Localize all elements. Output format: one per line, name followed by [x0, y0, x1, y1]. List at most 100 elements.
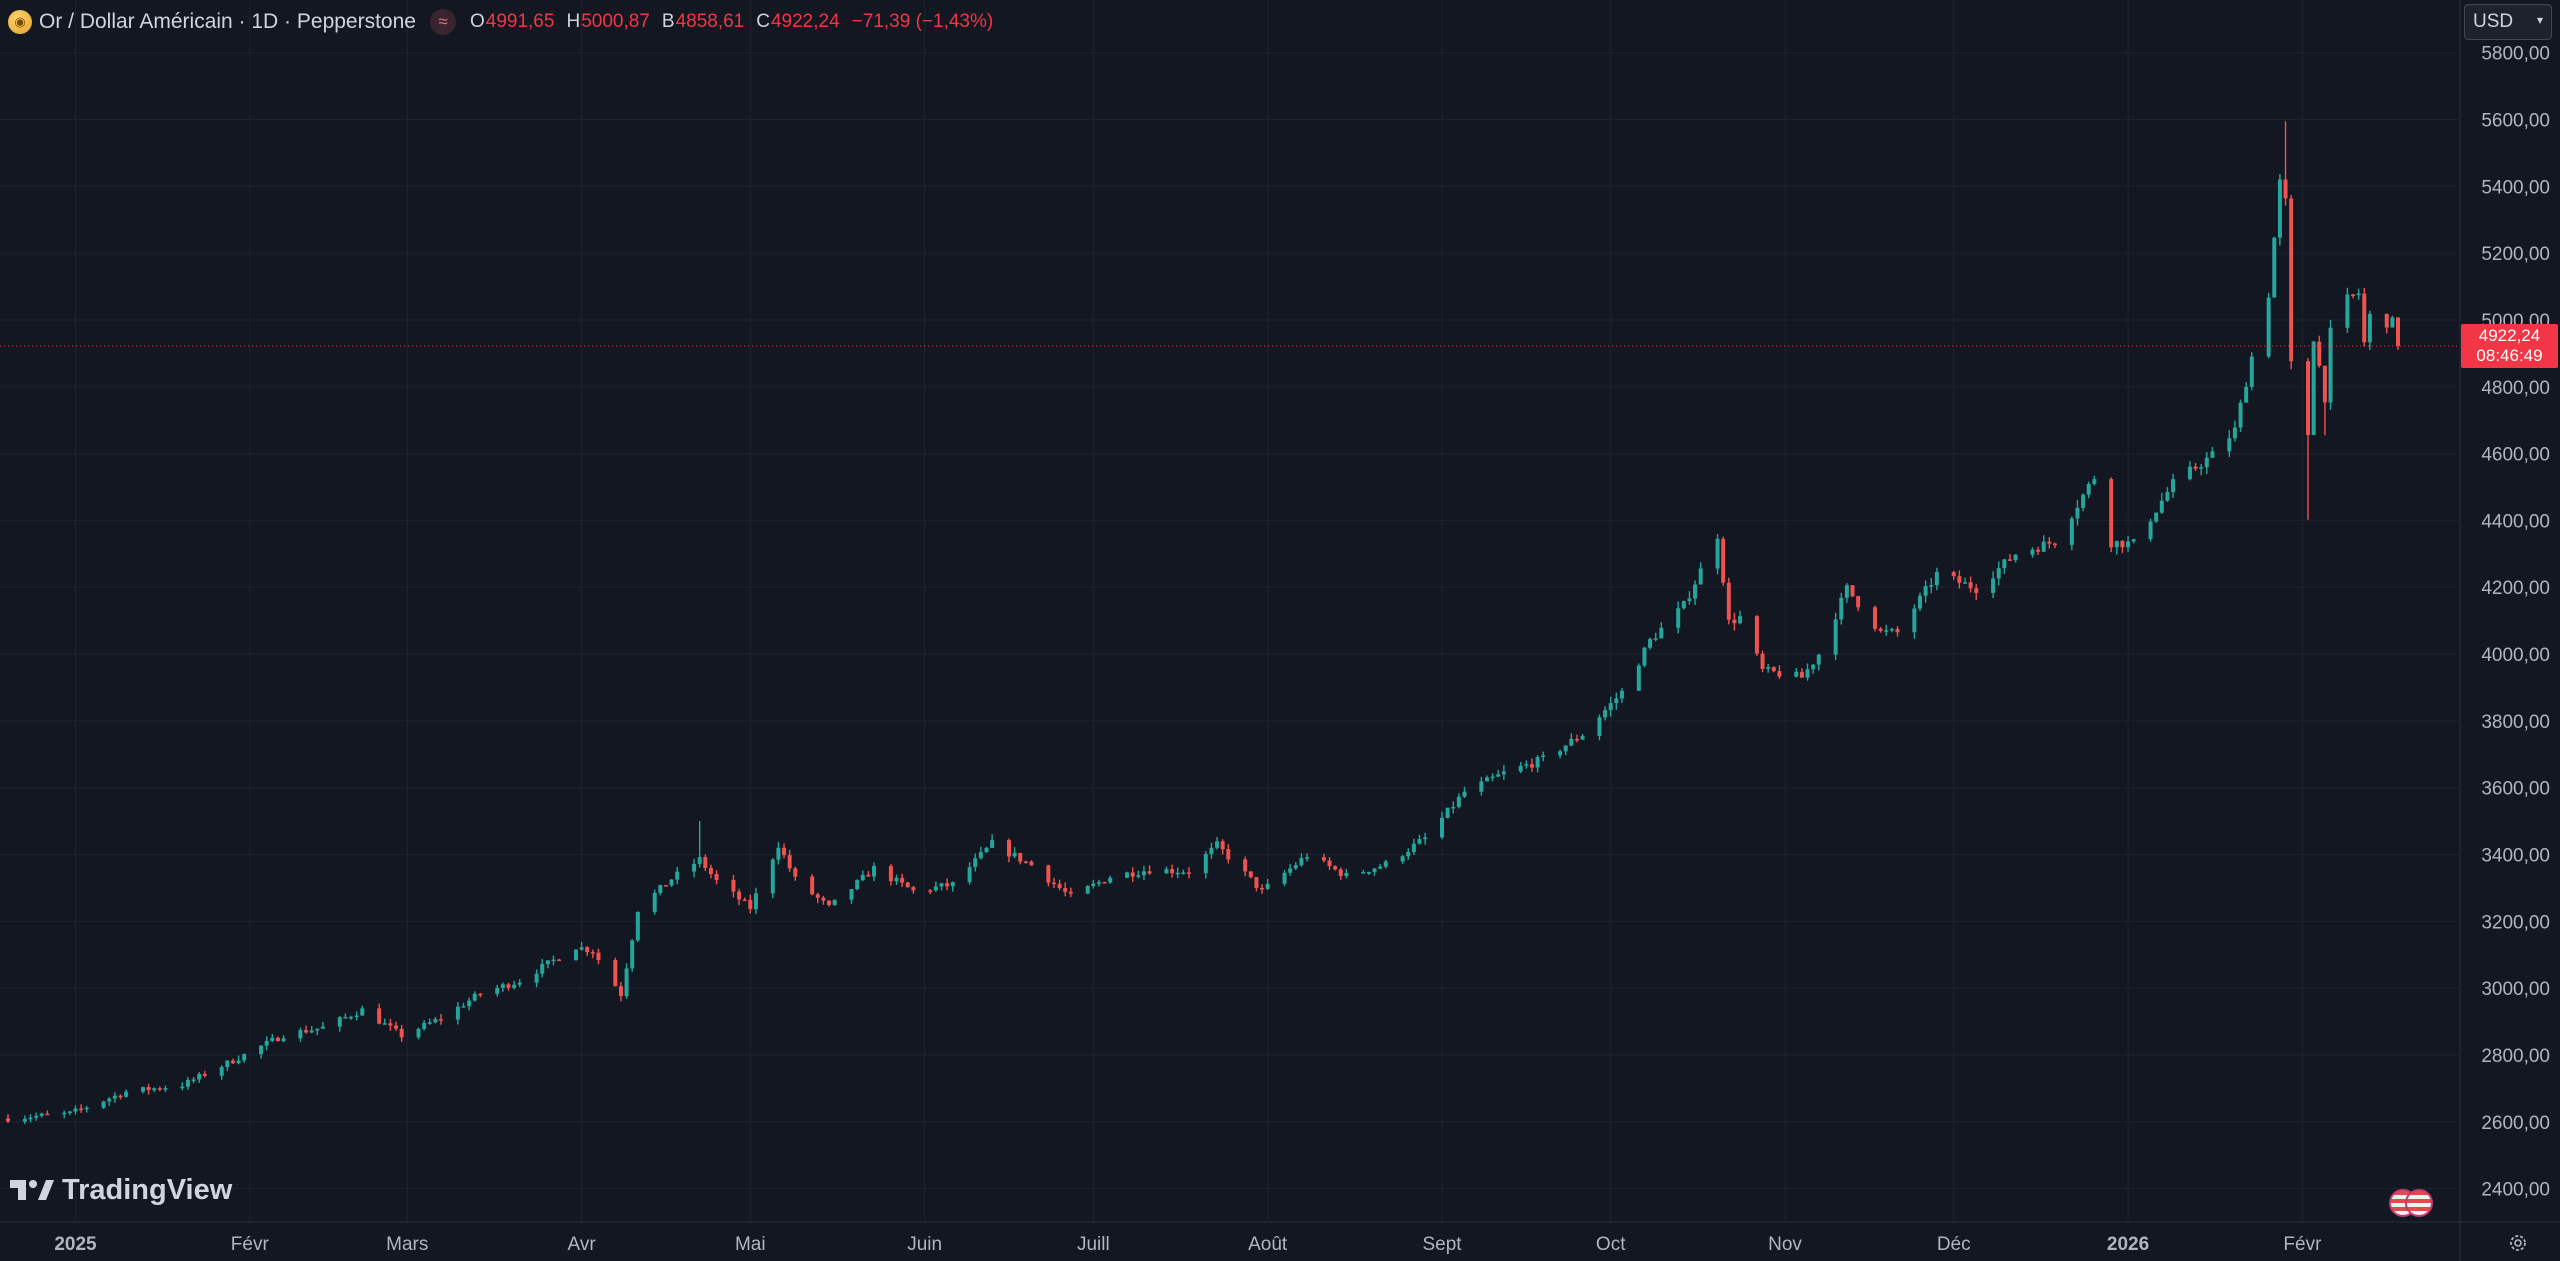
price-tick-label: 2400,00 [2481, 1180, 2550, 1201]
candle-body [467, 1000, 472, 1007]
candle-body [579, 947, 584, 950]
candle [495, 984, 500, 997]
candle [1732, 612, 1737, 631]
candle [2131, 538, 2136, 544]
candle [1766, 663, 1771, 673]
candle-body [2232, 427, 2237, 439]
candle [1676, 601, 1681, 634]
candle-body [79, 1108, 84, 1111]
flag-icon[interactable] [2389, 1189, 2437, 1217]
gear-icon[interactable] [2507, 1232, 2529, 1254]
candle-body [2109, 479, 2114, 548]
candle [658, 884, 663, 896]
candle [1411, 838, 1416, 856]
candle [1726, 577, 1731, 625]
candle-body [1766, 667, 1771, 669]
candle [1068, 887, 1073, 898]
currency-selector[interactable]: USD ▾ [2464, 4, 2552, 40]
candle [973, 853, 978, 872]
candle-body [1597, 717, 1602, 736]
candle [1889, 627, 1894, 633]
candle [1209, 842, 1214, 859]
candle [776, 842, 781, 865]
time-axis: 2025 Févr Mars Avr Mai Juin Juill Août Sept Oct No… [0, 1221, 2560, 1255]
candle [1580, 733, 1585, 741]
current-price-badge: 4922,24 08:46:49 [2461, 323, 2558, 368]
candle-body [422, 1022, 427, 1029]
candle [309, 1025, 314, 1034]
candle [888, 864, 893, 886]
candle [1541, 751, 1546, 762]
candle [1141, 865, 1146, 881]
symbol-title[interactable]: Or / Dollar Américain · 1D · Pepperstone [39, 10, 416, 33]
candle-body [315, 1028, 320, 1031]
candle-body [1175, 872, 1180, 875]
candle [534, 969, 539, 988]
candle-body [2165, 492, 2170, 501]
candle [500, 982, 505, 992]
candle [455, 1002, 460, 1025]
candle [1715, 533, 1720, 575]
candle-body [770, 859, 775, 894]
candle-body [118, 1095, 123, 1098]
candle-body [827, 900, 832, 906]
candle-body [1136, 875, 1141, 877]
candle-body [1018, 853, 1023, 862]
candle-body [2187, 466, 2192, 480]
candle [1754, 614, 1759, 657]
candle-body [737, 891, 742, 900]
candle-body [1569, 738, 1574, 746]
candle-body [872, 866, 877, 877]
candle [2356, 288, 2361, 300]
candle-body [2227, 438, 2232, 452]
candle [1923, 580, 1928, 603]
candle [731, 874, 736, 898]
candle-body [2328, 327, 2333, 403]
candle [1288, 863, 1293, 876]
wave-icon[interactable]: ≈ [429, 9, 456, 35]
candle [315, 1028, 320, 1036]
time-tick-label: Févr [231, 1234, 270, 1255]
candle [270, 1033, 275, 1043]
candle-body [2199, 467, 2204, 469]
candle-body [1777, 671, 1782, 677]
candle-body [1873, 607, 1878, 629]
candle-body [1327, 860, 1332, 867]
candle-body [439, 1019, 444, 1021]
candle [67, 1110, 72, 1116]
candle-body [1141, 871, 1146, 876]
candle [793, 866, 798, 881]
candle [1878, 626, 1883, 633]
candle [2086, 481, 2091, 499]
candle-body [545, 960, 550, 965]
candle [298, 1027, 303, 1042]
candle-body [1884, 630, 1889, 632]
candle-body [500, 984, 505, 988]
candle [1535, 755, 1540, 773]
candle-body [855, 880, 860, 890]
candle-body [849, 889, 854, 900]
candle-body [793, 868, 798, 877]
candle-body [1282, 872, 1287, 884]
candle [1721, 536, 1726, 586]
candle-body [259, 1045, 264, 1055]
candle [1659, 622, 1664, 639]
candle [1186, 867, 1191, 879]
candle [1372, 867, 1377, 876]
candle-body [2075, 507, 2080, 519]
candle [1934, 567, 1939, 591]
candle [1529, 758, 1534, 772]
time-tick-label: Févr [2283, 1234, 2322, 1255]
candle-body [658, 885, 663, 893]
candle-body [1023, 861, 1028, 864]
candle [1445, 807, 1450, 819]
tradingview-logo[interactable]: TradingView [10, 1172, 232, 1208]
candle [1102, 881, 1107, 884]
candle-body [714, 874, 719, 880]
candle [1164, 866, 1169, 874]
candle [1051, 877, 1056, 889]
candle [2210, 446, 2215, 458]
candle-body [185, 1079, 190, 1087]
candle [2120, 540, 2125, 553]
